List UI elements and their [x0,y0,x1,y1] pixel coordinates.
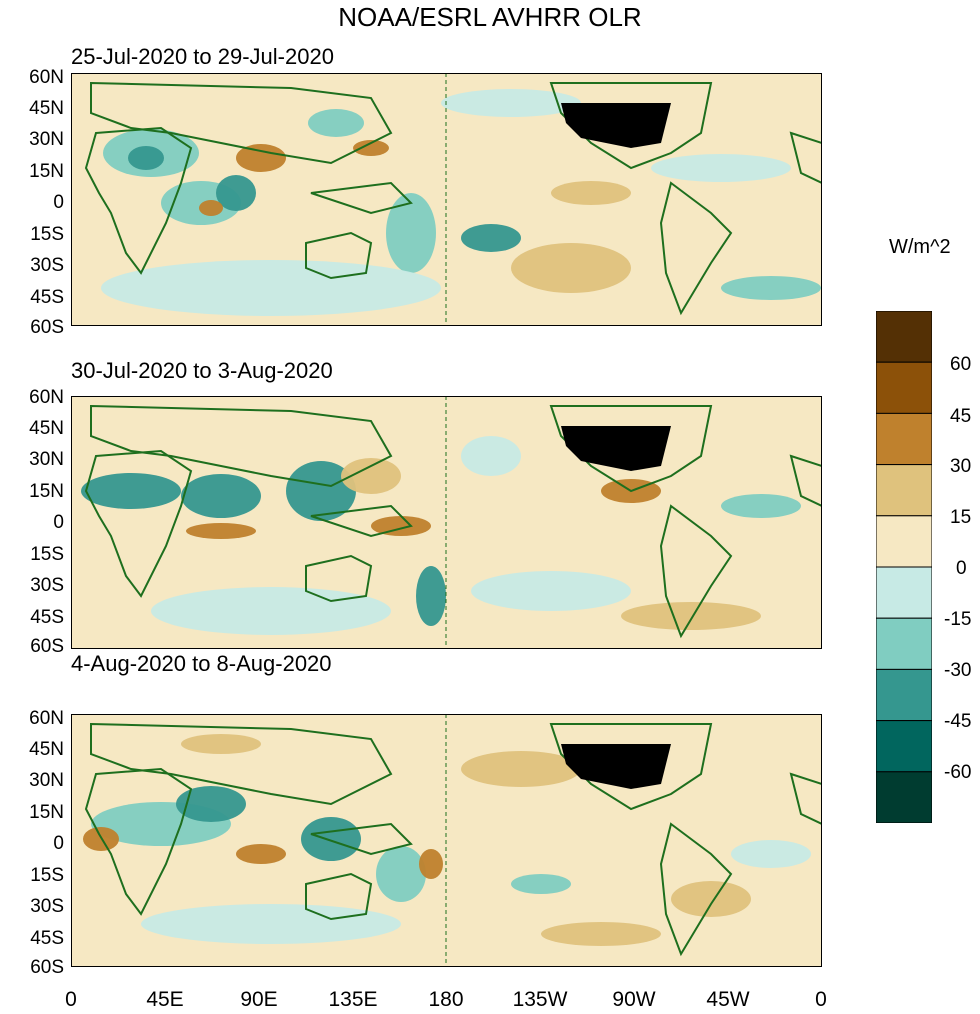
colorbar-label: -60 [944,762,972,783]
lat-label: 45S [30,287,64,308]
panel-1-subtitle: 25-Jul-2020 to 29-Jul-2020 [71,44,334,69]
lat-label: 30N [29,770,64,791]
lat-label: 30S [30,255,64,276]
lat-label: 30S [30,896,64,917]
panel-2-subtitle: 30-Jul-2020 to 3-Aug-2020 [71,358,333,383]
anomaly-patches [101,89,821,316]
colorbar-segment [876,361,932,414]
colorbar-label: -45 [944,711,972,732]
colorbar-label: 0 [956,558,967,579]
panel-3-subtitle: 4-Aug-2020 to 8-Aug-2020 [71,651,332,676]
lat-label: 15S [30,865,64,886]
lat-label: 15N [29,161,64,182]
colorbar-segment [876,566,932,619]
lon-label: 90W [612,988,656,1011]
lon-label: 45W [706,988,750,1011]
lat-label: 60N [29,387,64,408]
lon-label: 135E [328,988,378,1011]
colorbar-segment [876,515,932,568]
lat-label: 15N [29,802,64,823]
lat-label: 30N [29,129,64,150]
usa-region [561,103,671,148]
colorbar-segment [876,668,932,722]
colorbar-label: 45 [950,406,972,427]
lat-label: 15S [30,544,64,565]
colorbar-segment [876,771,932,823]
colorbar-segment [876,412,932,466]
lat-label: 0 [53,192,64,213]
lon-label: 180 [428,988,464,1011]
colorbar-label: -30 [944,660,972,681]
colorbar-label: -15 [944,609,972,630]
lat-label: 15S [30,224,64,245]
coastlines [84,81,823,316]
lat-label: 45S [30,928,64,949]
colorbar-segment [876,720,932,773]
lat-label: 0 [53,833,64,854]
lat-label: 45S [30,607,64,628]
panel-2-map [70,395,823,650]
lon-label: 0 [815,988,827,1011]
lat-label: 45N [29,418,64,439]
panel-3-map [70,713,823,968]
lon-label: 90E [240,988,278,1011]
colorbar-label: 15 [950,507,972,528]
colorbar-segment [876,311,932,363]
colorbar-label: 60 [950,354,972,375]
lon-label: 45E [146,988,184,1011]
lat-label: 30S [30,575,64,596]
lon-label: 0 [65,988,77,1011]
colorbar-units: W/m^2 [889,236,951,258]
colorbar-label: 30 [950,456,972,477]
figure-title: NOAA/ESRL AVHRR OLR [338,2,642,32]
lat-label: 45N [29,739,64,760]
lat-label: 60S [30,636,64,657]
colorbar-segment [876,464,932,517]
lon-label: 135W [512,988,568,1011]
lat-label: 30N [29,449,64,470]
lat-label: 60S [30,957,64,978]
lat-label: 60N [29,708,64,729]
lat-label: 45N [29,98,64,119]
lat-label: 60N [29,67,64,88]
colorbar-segment [876,617,932,670]
panel-1-map [70,72,823,327]
lat-label: 15N [29,481,64,502]
lat-label: 0 [53,512,64,533]
lat-label: 60S [30,317,64,338]
colorbar [876,311,932,823]
